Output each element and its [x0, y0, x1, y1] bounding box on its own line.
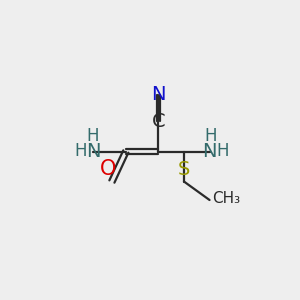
Text: O: O — [100, 159, 117, 179]
Text: S: S — [178, 160, 190, 179]
Text: H: H — [74, 142, 87, 160]
Text: N: N — [86, 142, 100, 161]
Text: N: N — [202, 142, 217, 161]
Text: C: C — [152, 112, 165, 131]
Text: H: H — [216, 142, 229, 160]
Text: CH₃: CH₃ — [212, 191, 240, 206]
Text: H: H — [86, 128, 98, 146]
Text: H: H — [205, 128, 217, 146]
Text: N: N — [151, 85, 166, 104]
